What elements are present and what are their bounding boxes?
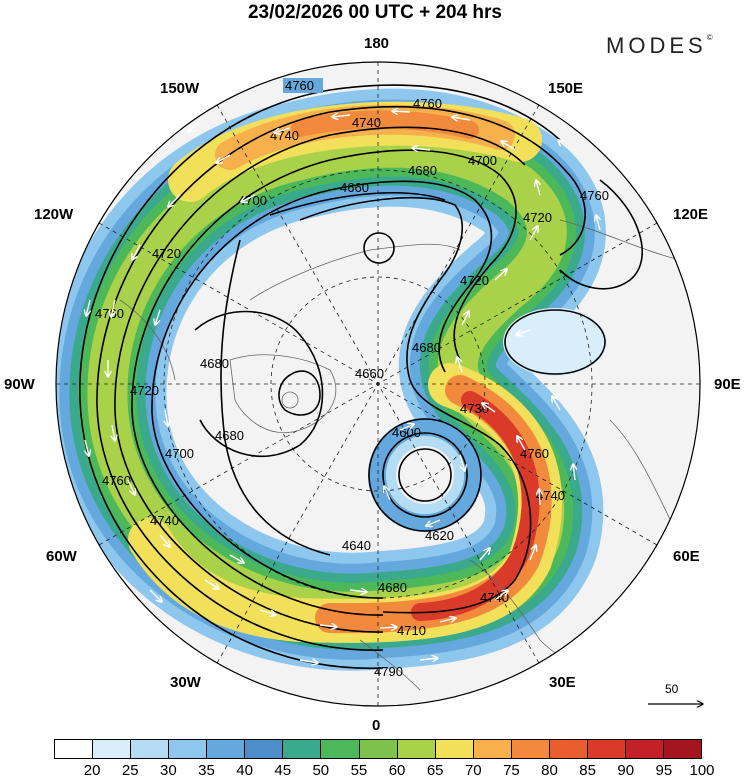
contour-label: 4760: [285, 78, 314, 93]
lon-label-90w: 90W: [4, 376, 35, 393]
colorbar-tick-label: 40: [236, 762, 253, 779]
colorbar-bin: [397, 740, 436, 758]
contour-label: 4680: [378, 580, 407, 595]
lon-label-60e: 60E: [673, 548, 700, 565]
lon-label-0: 0: [372, 717, 381, 734]
colorbar-tick-label: 95: [655, 762, 673, 779]
colorbar-ticks: 20 25 30 35 40 45 50 55 60 65 70 75 80 85 90 95 100: [54, 762, 715, 782]
contour-label: 4660: [340, 180, 369, 195]
jet-core-pacific-inner: [291, 110, 479, 139]
contour-label: 4640: [342, 538, 371, 553]
contour-label: 4790: [374, 664, 403, 679]
contour-label: 4660: [355, 366, 384, 381]
colorbar-bin: [473, 740, 512, 758]
contour-label: 4760: [102, 473, 131, 488]
contour-label: 4700: [468, 153, 497, 168]
contour-label: 4740: [150, 513, 179, 528]
lon-label-90e: 90E: [714, 376, 741, 393]
contour-label: 4720: [152, 246, 181, 261]
colorbar-bin: [435, 740, 474, 758]
contour-label: 4720: [460, 273, 489, 288]
contour-label: 4740: [352, 115, 381, 130]
lon-label-150w: 150W: [160, 80, 200, 97]
contour-label: 4700: [238, 193, 267, 208]
colorbar-bin: [321, 740, 360, 758]
colorbar-tick-label: 70: [464, 762, 482, 779]
contour-label: 4760: [580, 188, 609, 203]
colorbar-tick-label: 75: [503, 762, 520, 779]
colorbar-bin: [511, 740, 550, 758]
colorbar-tick-label: 65: [426, 762, 444, 779]
contour-label: 4680: [200, 356, 229, 371]
height-contours: [79, 84, 644, 669]
contour-label: 4680: [412, 340, 441, 355]
colorbar-bin: [207, 740, 246, 758]
contour-label: 4720: [130, 383, 159, 398]
colorbar-tick-label: 80: [541, 762, 558, 779]
contour-label: 4720: [523, 210, 552, 225]
cutoff-low-ring-inner: [386, 436, 464, 514]
colorbar-bin: [93, 740, 132, 758]
colorbar-tick-label: 55: [350, 762, 368, 779]
contour-label: 4620: [425, 528, 454, 543]
lon-label-30w: 30W: [170, 674, 201, 691]
colorbar-bin: [549, 740, 588, 758]
lon-label-180: 180: [364, 35, 390, 52]
contour-label: 4680: [408, 163, 437, 178]
contour-label: 4760: [413, 96, 442, 111]
colorbar-bin: [359, 740, 398, 758]
map-boundary: [55, 61, 701, 707]
contour-label: 4710: [397, 623, 426, 638]
colorbar-bin: [587, 740, 626, 758]
colorbar-bin: [131, 740, 170, 758]
colorbar-tick-label: 50: [312, 762, 330, 779]
jet-core-atlantic-inner: [411, 391, 540, 621]
modes-logo: MODES©: [606, 33, 713, 59]
colorbar-tick-label: 45: [274, 762, 292, 779]
colorbar-tick-label: 85: [579, 762, 596, 779]
colorbar: [54, 739, 702, 759]
map-title: 23/02/2026 00 UTC + 204 hrs: [247, 2, 503, 23]
colorbar-tick-label: 35: [198, 762, 215, 779]
colorbar-bin: [55, 740, 94, 758]
contour-label: 4740: [536, 488, 565, 503]
brand-text: MODES: [606, 33, 707, 58]
contour-label: 4700: [165, 446, 194, 461]
contour-labels: 4760 4760 4740 4740 4680 4700 4660 4700 …: [95, 78, 609, 679]
contour-label: 4760: [520, 446, 549, 461]
contour-label: 4730: [460, 401, 489, 416]
contour-label: 4680: [215, 428, 244, 443]
copyright-mark: ©: [706, 33, 713, 42]
colorbar-bin: [625, 740, 664, 758]
wind-vectors: [85, 60, 600, 663]
colorbar-bin: [169, 740, 208, 758]
ridge-light-blue: [503, 308, 607, 376]
lon-label-60w: 60W: [46, 548, 77, 565]
lon-label-150e: 150E: [548, 80, 584, 97]
colorbar-tick-label: 90: [617, 762, 635, 779]
lon-label-120w: 120W: [34, 206, 74, 223]
colorbar-tick-label: 30: [160, 762, 177, 779]
colorbar-bin: [283, 740, 322, 758]
lon-label-30e: 30E: [549, 674, 576, 691]
colorbar-tick-label: 60: [388, 762, 406, 779]
colorbar-tick-label: 25: [121, 762, 139, 779]
colorbar-tick-label: 20: [83, 762, 101, 779]
contour-label: 4760: [95, 306, 124, 321]
colorbar-tick-label: 100: [689, 762, 715, 779]
colorbar-bin: [664, 740, 702, 758]
lon-label-120e: 120E: [673, 206, 709, 223]
colorbar-bin: [245, 740, 284, 758]
reference-vector-label: 50: [665, 682, 679, 696]
